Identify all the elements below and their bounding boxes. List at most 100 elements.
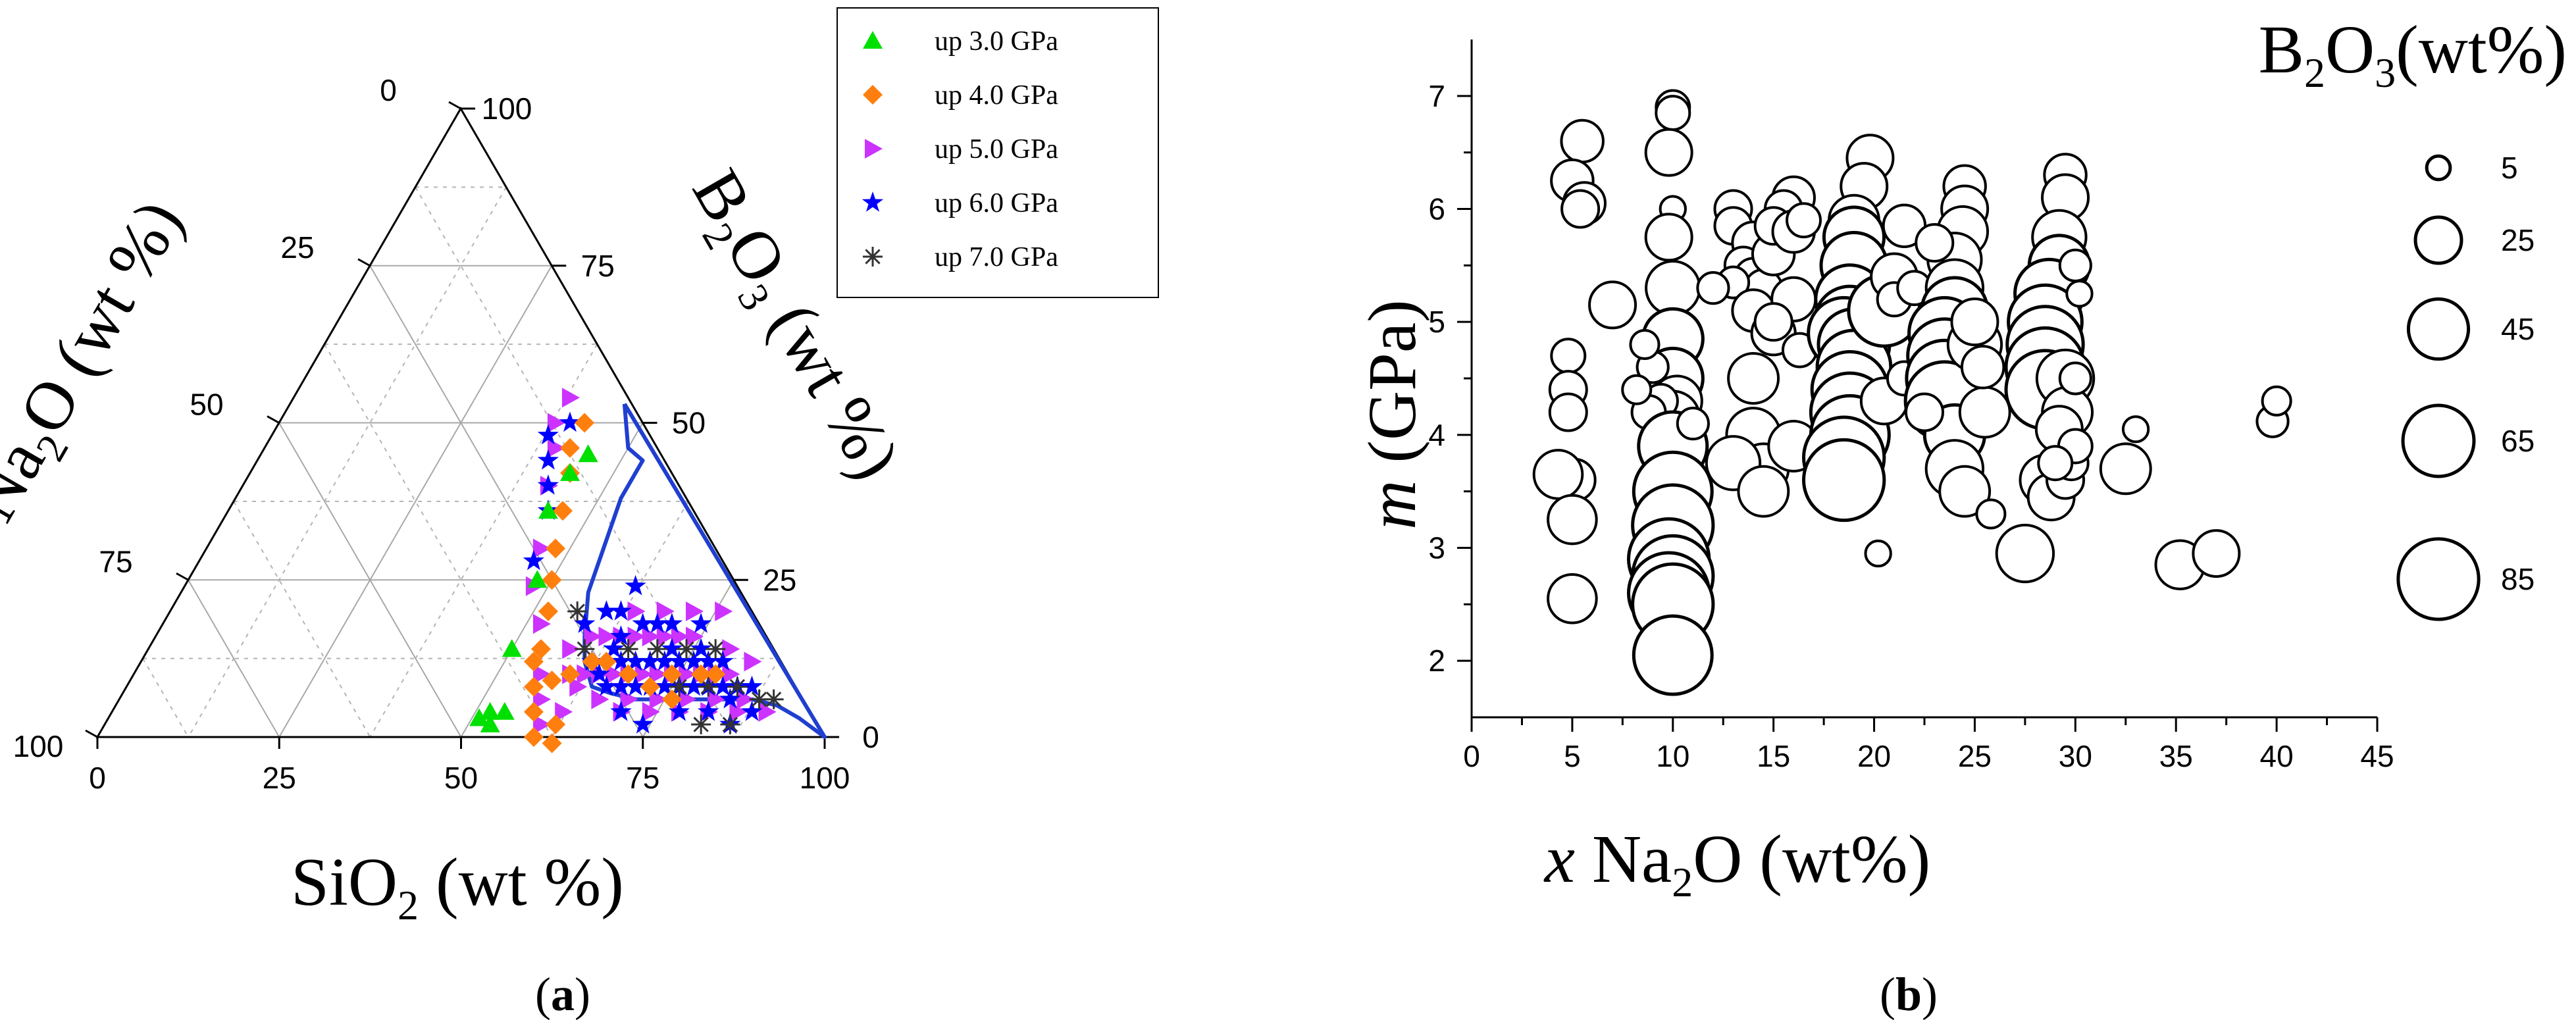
bottom-axis-title: SiO2 (wt %) xyxy=(291,844,624,929)
bubble-legend-circle xyxy=(2401,403,2476,478)
tick-label-right: 75 xyxy=(581,249,615,283)
bubble-point xyxy=(1915,222,1955,263)
data-point xyxy=(575,413,595,433)
data-point xyxy=(494,701,515,720)
bubble-point xyxy=(1621,374,1653,405)
data-point xyxy=(523,651,544,672)
data-point xyxy=(686,601,704,621)
bubble-legend-label: 65 xyxy=(2501,424,2535,458)
bubble-point xyxy=(1737,465,1790,518)
ternary-gridline xyxy=(278,422,462,738)
bubble-point xyxy=(1532,449,1584,500)
data-point xyxy=(706,639,726,659)
data-point xyxy=(654,675,675,696)
data-point xyxy=(502,639,522,657)
data-point xyxy=(722,664,740,684)
bubble-point xyxy=(1547,573,1598,625)
x-tick-label: 30 xyxy=(2059,739,2092,773)
bubble-point xyxy=(1960,345,2005,390)
data-point xyxy=(715,601,733,621)
data-point xyxy=(533,714,552,734)
data-point xyxy=(598,626,617,647)
data-point xyxy=(656,601,675,621)
series-up-7-0-gpa xyxy=(567,601,784,734)
bubble-point xyxy=(1802,438,1886,523)
bubble-point xyxy=(2261,385,2292,417)
data-point xyxy=(605,664,624,684)
asterisk-stroke xyxy=(693,717,709,732)
tick-label-left: 0 xyxy=(380,73,397,107)
bubble-legend-circle xyxy=(2425,154,2452,182)
data-point xyxy=(683,675,705,696)
tick-left xyxy=(176,572,189,581)
data-point xyxy=(656,626,675,647)
data-point xyxy=(620,689,638,709)
data-point xyxy=(584,626,602,647)
bubble-point xyxy=(1547,494,1598,546)
data-point xyxy=(523,549,544,571)
bubble-data-points xyxy=(1532,89,2292,696)
bubble-point xyxy=(1655,95,1691,132)
data-point xyxy=(537,474,559,495)
data-point xyxy=(669,676,689,697)
data-point xyxy=(708,689,726,709)
data-point xyxy=(632,613,654,633)
x-tick-label: 35 xyxy=(2159,739,2193,773)
data-point xyxy=(569,676,588,697)
data-point xyxy=(523,676,544,697)
data-point xyxy=(610,675,632,696)
x-tick-label: 25 xyxy=(1958,739,1992,773)
bubble-point xyxy=(1629,328,1661,361)
data-point xyxy=(640,676,660,697)
data-point xyxy=(538,501,558,519)
bubble-size-legend: 5 25 45 65 85 xyxy=(2396,151,2535,621)
data-point xyxy=(679,664,696,684)
data-point xyxy=(720,714,740,734)
bubble-point xyxy=(1904,392,1945,432)
data-point xyxy=(560,664,580,684)
data-point xyxy=(542,671,562,691)
asterisk-stroke xyxy=(620,641,636,657)
data-point xyxy=(668,700,690,721)
data-point xyxy=(683,650,705,671)
legend-marker xyxy=(863,85,883,105)
data-point xyxy=(634,664,653,684)
data-point xyxy=(763,689,784,709)
data-point xyxy=(591,689,609,709)
data-point xyxy=(596,651,617,672)
tick-label-bottom: 50 xyxy=(444,761,478,795)
data-point xyxy=(661,689,682,709)
data-point xyxy=(532,538,551,559)
bubble-point xyxy=(1975,498,2007,530)
data-point xyxy=(729,701,748,722)
data-point xyxy=(542,570,562,590)
bubble-point xyxy=(1644,128,1693,177)
data-point xyxy=(574,613,596,633)
bubble-point xyxy=(1632,614,1714,696)
tick-label-bottom: 0 xyxy=(89,761,106,795)
ternary-gridline xyxy=(142,658,189,738)
bubble-point xyxy=(2058,248,2092,282)
y-tick-label: 4 xyxy=(1428,418,1445,452)
y-tick-label: 2 xyxy=(1428,644,1445,678)
data-point xyxy=(625,650,646,671)
asterisk-stroke xyxy=(679,641,694,657)
data-point xyxy=(562,639,580,659)
data-point xyxy=(690,638,712,659)
bubble-legend-circle xyxy=(2406,297,2471,361)
ternary-chart: 0 0 0 25 25 25 50 50 50 75 75 75 100 100 100 SiO2 (wt … xyxy=(0,7,1159,1020)
data-point xyxy=(706,664,726,684)
y-tick-label: 5 xyxy=(1428,305,1445,339)
legend-marker xyxy=(862,191,884,212)
data-point xyxy=(578,444,598,463)
data-point xyxy=(480,714,500,732)
data-point xyxy=(727,676,748,697)
x-tick-label: 40 xyxy=(2260,739,2294,773)
legend-label: up 4.0 GPa xyxy=(935,80,1058,111)
y-axis-title: m (GPa) xyxy=(1354,299,1430,529)
data-point xyxy=(560,438,580,458)
bubble-point xyxy=(1696,271,1730,305)
data-point xyxy=(542,733,562,753)
